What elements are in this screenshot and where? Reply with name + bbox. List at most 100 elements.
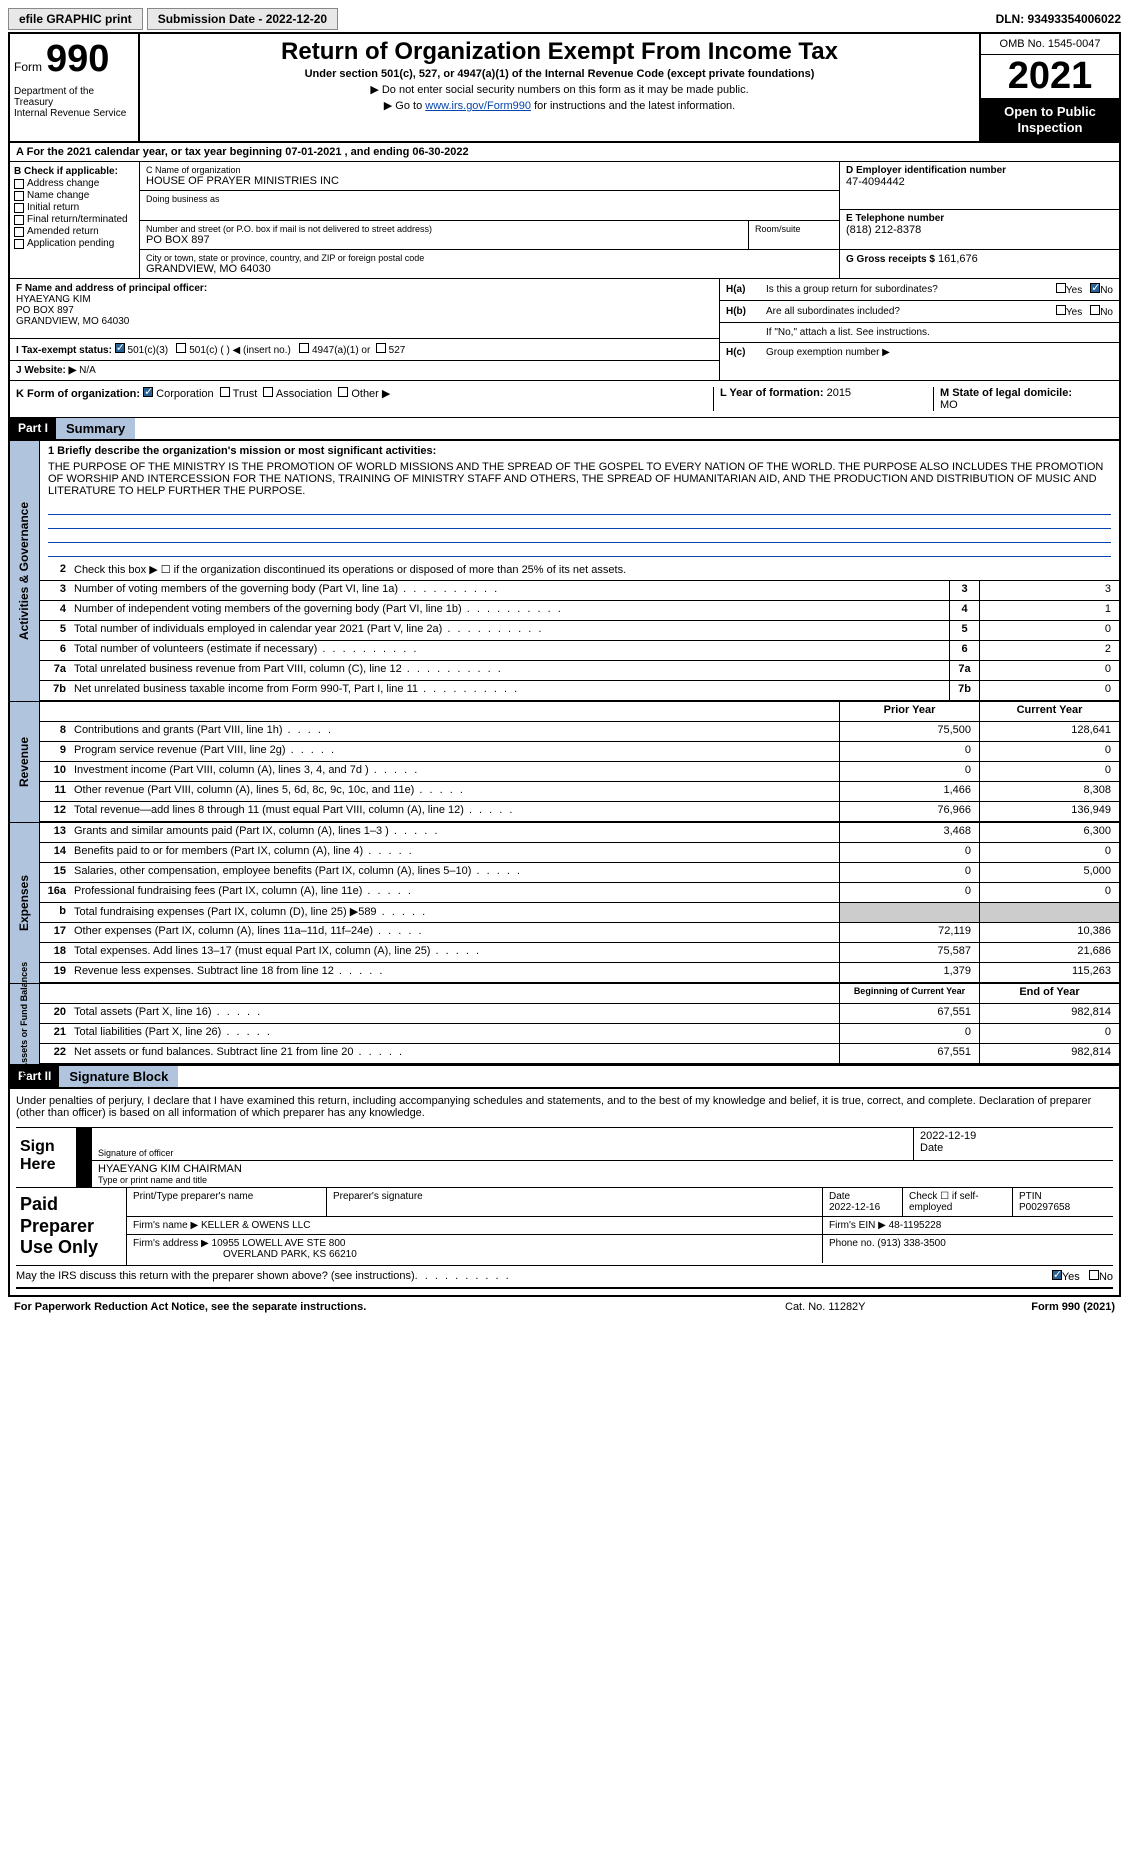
line-12-current: 136,949	[979, 802, 1119, 821]
header-center: Return of Organization Exempt From Incom…	[140, 34, 979, 141]
efile-print-btn[interactable]: efile GRAPHIC print	[8, 8, 143, 30]
cb-4947[interactable]	[299, 343, 309, 353]
line-17-text: Other expenses (Part IX, column (A), lin…	[70, 923, 839, 942]
firm-addr1: 10955 LOWELL AVE STE 800	[212, 1238, 346, 1249]
end-year-h: End of Year	[979, 984, 1119, 1003]
cb-527[interactable]	[376, 343, 386, 353]
org-name-label: C Name of organization	[146, 165, 833, 175]
line-7a-box: 7a	[949, 661, 979, 680]
line-4-text: Number of independent voting members of …	[70, 601, 949, 620]
org-name: HOUSE OF PRAYER MINISTRIES INC	[146, 175, 833, 187]
line-14-current: 0	[979, 843, 1119, 862]
f-label: F Name and address of principal officer:	[16, 283, 713, 294]
line-10-current: 0	[979, 762, 1119, 781]
submission-date-btn[interactable]: Submission Date - 2022-12-20	[147, 8, 338, 30]
hb-no[interactable]	[1090, 305, 1100, 315]
current-year-h: Current Year	[979, 702, 1119, 721]
col-d: D Employer identification number 47-4094…	[839, 162, 1119, 278]
cb-name-change[interactable]	[14, 191, 24, 201]
line-11-text: Other revenue (Part VIII, column (A), li…	[70, 782, 839, 801]
gross-value: 161,676	[938, 253, 978, 265]
tax-year: 2021	[981, 55, 1119, 98]
b-label: B Check if applicable:	[14, 166, 135, 177]
line-10-text: Investment income (Part VIII, column (A)…	[70, 762, 839, 781]
firm-name: KELLER & OWENS LLC	[201, 1220, 310, 1231]
i-o4: 527	[389, 345, 406, 356]
firm-addr2: OVERLAND PARK, KS 66210	[133, 1249, 816, 1260]
footer-cat: Cat. No. 11282Y	[785, 1301, 935, 1313]
line-19-prior: 1,379	[839, 963, 979, 982]
hb-yes[interactable]	[1056, 305, 1066, 315]
line-21-text: Total liabilities (Part X, line 26)	[70, 1024, 839, 1043]
line-15-prior: 0	[839, 863, 979, 882]
cb-final-return-terminated[interactable]	[14, 215, 24, 225]
line-19-text: Revenue less expenses. Subtract line 18 …	[70, 963, 839, 982]
footer-paperwork: For Paperwork Reduction Act Notice, see …	[14, 1301, 785, 1313]
discuss-no[interactable]	[1089, 1270, 1099, 1280]
ha-text: Is this a group return for subordinates?	[766, 284, 938, 295]
line-17-prior: 72,119	[839, 923, 979, 942]
f-name: HYAEYANG KIM	[16, 294, 713, 305]
j-value: N/A	[79, 365, 96, 376]
line-22-text: Net assets or fund balances. Subtract li…	[70, 1044, 839, 1063]
k-trust[interactable]	[220, 387, 230, 397]
form-frame: Form 990 Department of the Treasury Inte…	[8, 32, 1121, 1297]
line-8-text: Contributions and grants (Part VIII, lin…	[70, 722, 839, 741]
k-corp[interactable]	[143, 387, 153, 397]
ha-no[interactable]	[1090, 283, 1100, 293]
prep-date-h: Date	[829, 1191, 896, 1202]
line-13-current: 6,300	[979, 823, 1119, 842]
addr-value: PO BOX 897	[146, 234, 742, 246]
l2-text: Check this box ▶ ☐ if the organization d…	[70, 561, 1119, 580]
line-16a-current: 0	[979, 883, 1119, 902]
ein-label: D Employer identification number	[846, 165, 1113, 176]
discuss-text: May the IRS discuss this return with the…	[16, 1270, 415, 1283]
discuss-yes[interactable]	[1052, 1270, 1062, 1280]
cb-501c[interactable]	[176, 343, 186, 353]
line-12-prior: 76,966	[839, 802, 979, 821]
line-9-current: 0	[979, 742, 1119, 761]
irs-link[interactable]: www.irs.gov/Form990	[425, 100, 531, 112]
line-7b-text: Net unrelated business taxable income fr…	[70, 681, 949, 700]
ein-value: 47-4094442	[846, 176, 1113, 188]
cb-amended-return[interactable]	[14, 227, 24, 237]
line-18-text: Total expenses. Add lines 13–17 (must eq…	[70, 943, 839, 962]
line-18-current: 21,686	[979, 943, 1119, 962]
l1-label: 1 Briefly describe the organization's mi…	[48, 445, 1111, 457]
line-14-text: Benefits paid to or for members (Part IX…	[70, 843, 839, 862]
cb-initial-return[interactable]	[14, 203, 24, 213]
k-other[interactable]	[338, 387, 348, 397]
header-right: OMB No. 1545-0047 2021 Open to Public In…	[979, 34, 1119, 141]
city-label: City or town, state or province, country…	[146, 253, 833, 263]
line-16a-text: Professional fundraising fees (Part IX, …	[70, 883, 839, 902]
line-10-prior: 0	[839, 762, 979, 781]
line-13-text: Grants and similar amounts paid (Part IX…	[70, 823, 839, 842]
prior-year-h: Prior Year	[839, 702, 979, 721]
line-16a-prior: 0	[839, 883, 979, 902]
line-7a-text: Total unrelated business revenue from Pa…	[70, 661, 949, 680]
cb-application-pending[interactable]	[14, 239, 24, 249]
cb-address-change[interactable]	[14, 179, 24, 189]
ha-label: H(a)	[726, 284, 766, 295]
beg-year-h: Beginning of Current Year	[839, 984, 979, 1003]
line-13-prior: 3,468	[839, 823, 979, 842]
cb-501c3[interactable]	[115, 343, 125, 353]
tel-value: (818) 212-8378	[846, 224, 1113, 236]
firm-name-l: Firm's name ▶	[133, 1220, 198, 1231]
dba-label: Doing business as	[146, 194, 833, 204]
k-assoc[interactable]	[263, 387, 273, 397]
firm-addr-l: Firm's address ▶	[133, 1238, 209, 1249]
hc-label: H(c)	[726, 347, 766, 358]
ha-yes[interactable]	[1056, 283, 1066, 293]
hb-text: Are all subordinates included?	[766, 306, 900, 317]
line-7b-box: 7b	[949, 681, 979, 700]
m-value: MO	[940, 399, 1107, 411]
sign-here: Sign Here	[16, 1128, 76, 1187]
line-3-box: 3	[949, 581, 979, 600]
tax-year-dates: A For the 2021 calendar year, or tax yea…	[10, 143, 1119, 162]
ptin-value: P00297658	[1019, 1202, 1107, 1213]
room-suite-label: Room/suite	[749, 221, 839, 249]
col-c: C Name of organization HOUSE OF PRAYER M…	[140, 162, 839, 278]
sig-intro: Under penalties of perjury, I declare th…	[16, 1095, 1113, 1119]
i-o3: 4947(a)(1) or	[312, 345, 370, 356]
